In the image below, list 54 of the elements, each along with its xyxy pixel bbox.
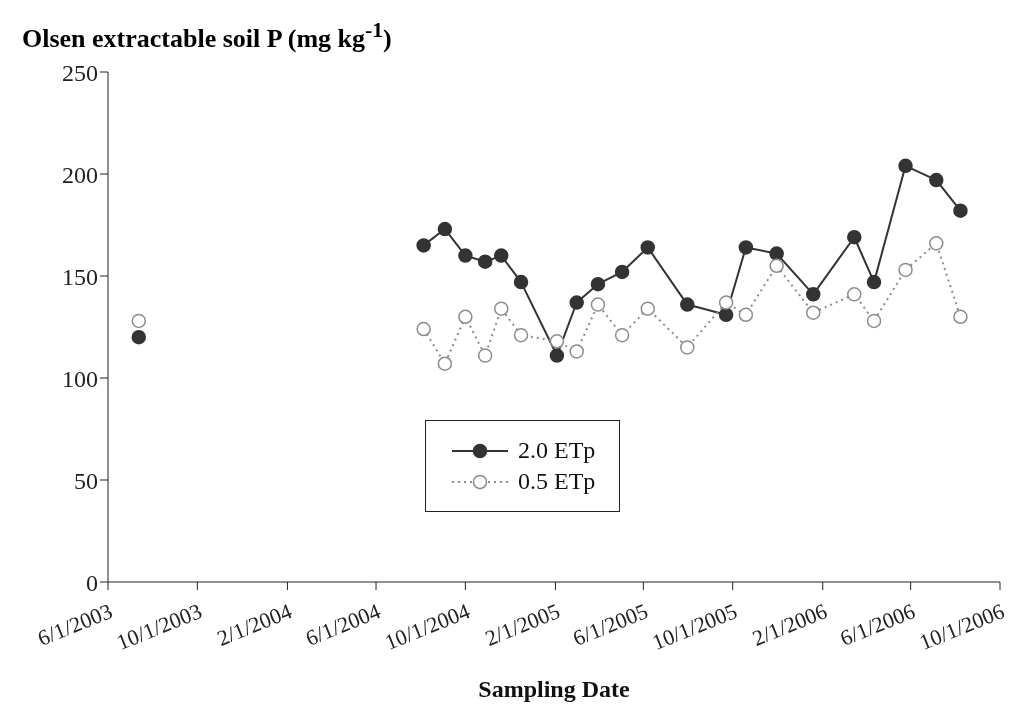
point	[738, 240, 754, 255]
y-tick-label: 150	[62, 263, 98, 290]
point	[569, 295, 584, 310]
point	[898, 262, 913, 278]
point	[953, 203, 968, 218]
y-tick-label: 100	[62, 365, 98, 392]
y-tick-label: 50	[74, 467, 98, 494]
point	[929, 172, 944, 188]
point	[614, 327, 630, 343]
point	[477, 254, 493, 269]
point	[640, 240, 655, 255]
point	[640, 301, 655, 316]
point	[549, 334, 565, 349]
point	[806, 305, 821, 320]
y-axis-title: Olsen extractable soil P (mg kg$^{-1}$)	[22, 17, 393, 53]
point	[549, 348, 565, 363]
point	[866, 313, 882, 329]
point	[847, 287, 862, 302]
point	[680, 340, 695, 355]
point	[738, 307, 754, 323]
point	[718, 307, 734, 323]
point	[131, 313, 147, 329]
point	[131, 329, 147, 345]
point	[569, 344, 584, 359]
point	[458, 248, 473, 263]
point	[718, 295, 734, 310]
point	[590, 276, 606, 292]
point	[806, 287, 821, 302]
point	[866, 274, 882, 290]
point	[437, 221, 453, 237]
point	[494, 301, 509, 316]
legend-label: 0.5 ETp	[518, 468, 596, 495]
point	[898, 158, 913, 174]
y-tick-label: 250	[62, 59, 98, 86]
point	[477, 348, 493, 363]
y-tick-label: 200	[62, 161, 98, 188]
point	[847, 229, 862, 245]
point	[416, 238, 431, 253]
point	[614, 264, 630, 280]
point	[929, 236, 944, 251]
point	[769, 246, 784, 261]
point	[437, 356, 453, 371]
y-tick-label: 0	[86, 569, 98, 596]
point	[458, 309, 473, 325]
x-axis-title: Sampling Date	[478, 676, 631, 702]
point	[590, 297, 606, 312]
point	[953, 309, 968, 325]
point	[416, 321, 431, 337]
point	[494, 248, 509, 263]
point	[513, 327, 529, 343]
legend-label: 2.0 ETp	[518, 437, 596, 464]
point	[680, 297, 695, 312]
point	[769, 258, 784, 274]
point	[513, 274, 529, 290]
